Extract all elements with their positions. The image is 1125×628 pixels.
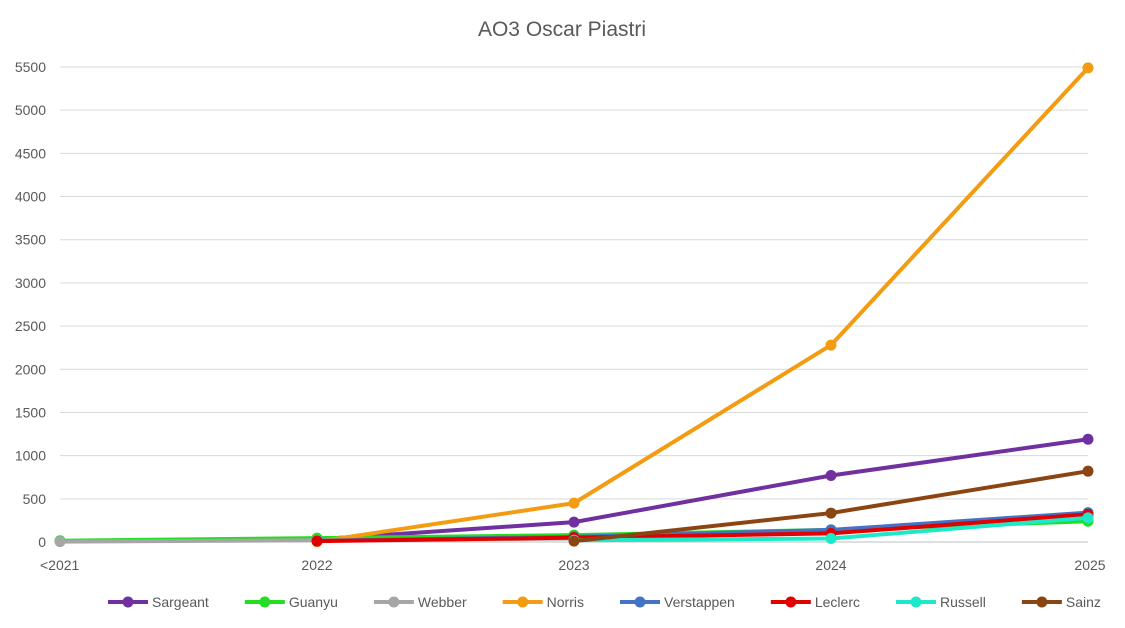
y-tick-label: 4000 bbox=[15, 189, 46, 205]
series-lines bbox=[54, 62, 1094, 548]
legend-swatch-marker bbox=[785, 596, 797, 608]
x-tick-label: <2021 bbox=[40, 557, 80, 573]
y-tick-label: 500 bbox=[23, 491, 47, 507]
chart-title: AO3 Oscar Piastri bbox=[478, 18, 646, 41]
data-point bbox=[568, 535, 580, 547]
series-line bbox=[315, 512, 1090, 544]
series-norris bbox=[311, 62, 1094, 548]
y-tick-label: 5000 bbox=[15, 102, 46, 118]
legend-swatch-marker bbox=[634, 596, 646, 608]
legend-item-guanyu: Guanyu bbox=[244, 594, 338, 610]
y-tick-label: 1000 bbox=[15, 448, 46, 464]
data-point bbox=[1082, 433, 1094, 445]
data-point bbox=[825, 339, 837, 351]
legend-swatch-marker bbox=[388, 596, 400, 608]
legend-item-sainz: Sainz bbox=[1021, 594, 1101, 610]
data-point bbox=[1082, 62, 1094, 74]
legend-label: Verstappen bbox=[664, 594, 735, 610]
legend-swatch-marker bbox=[910, 596, 922, 608]
legend-label: Webber bbox=[418, 594, 467, 610]
data-point bbox=[825, 470, 837, 481]
legend: Sargeant Guanyu Webber Norris Verstappen Lecl… bbox=[108, 594, 1101, 610]
legend-label: Russell bbox=[940, 594, 986, 610]
legend-item-verstappen: Verstappen bbox=[620, 594, 735, 610]
data-point bbox=[1082, 512, 1094, 524]
data-point bbox=[311, 535, 323, 547]
data-point bbox=[54, 536, 66, 548]
y-tick-label: 4500 bbox=[15, 145, 46, 161]
y-tick-label: 5500 bbox=[15, 59, 46, 75]
x-tick-label: 2024 bbox=[815, 557, 846, 573]
legend-item-russell: Russell bbox=[895, 594, 986, 610]
legend-label: Leclerc bbox=[815, 594, 860, 610]
y-tick-label: 2500 bbox=[15, 318, 46, 334]
legend-swatch-marker bbox=[1036, 596, 1048, 608]
data-point bbox=[568, 516, 580, 528]
y-tick-label: 3000 bbox=[15, 275, 46, 291]
legend-item-norris: Norris bbox=[502, 594, 584, 610]
gridlines bbox=[60, 66, 1088, 543]
data-point bbox=[825, 533, 837, 545]
series-line bbox=[315, 65, 1090, 544]
legend-item-webber: Webber bbox=[373, 594, 467, 610]
legend-label: Norris bbox=[547, 594, 584, 610]
x-tick-label: 2022 bbox=[301, 557, 332, 573]
legend-label: Sargeant bbox=[152, 594, 209, 610]
x-tick-label: 2023 bbox=[558, 557, 589, 573]
legend-label: Sainz bbox=[1066, 594, 1101, 610]
legend-swatch-marker bbox=[259, 596, 271, 608]
legend-swatch-marker bbox=[122, 596, 134, 608]
legend-label: Guanyu bbox=[289, 594, 338, 610]
data-point bbox=[1082, 465, 1094, 477]
y-tick-label: 1500 bbox=[15, 404, 46, 420]
data-point bbox=[568, 497, 580, 509]
y-tick-label: 3500 bbox=[15, 232, 46, 248]
y-tick-label: 2000 bbox=[15, 361, 46, 377]
series-sainz bbox=[568, 465, 1094, 547]
data-point bbox=[825, 507, 837, 519]
x-axis-ticks: <2021 2022 2023 2024 2025 bbox=[40, 557, 1106, 573]
y-tick-label: 0 bbox=[38, 534, 46, 550]
legend-item-sargeant: Sargeant bbox=[108, 594, 209, 610]
y-axis-ticks: 0 500 1000 1500 2000 2500 3000 3500 4000 4500 5000… bbox=[15, 59, 46, 550]
legend-swatch-marker bbox=[517, 596, 529, 608]
legend-item-leclerc: Leclerc bbox=[770, 594, 860, 610]
x-tick-label: 2025 bbox=[1074, 557, 1105, 573]
